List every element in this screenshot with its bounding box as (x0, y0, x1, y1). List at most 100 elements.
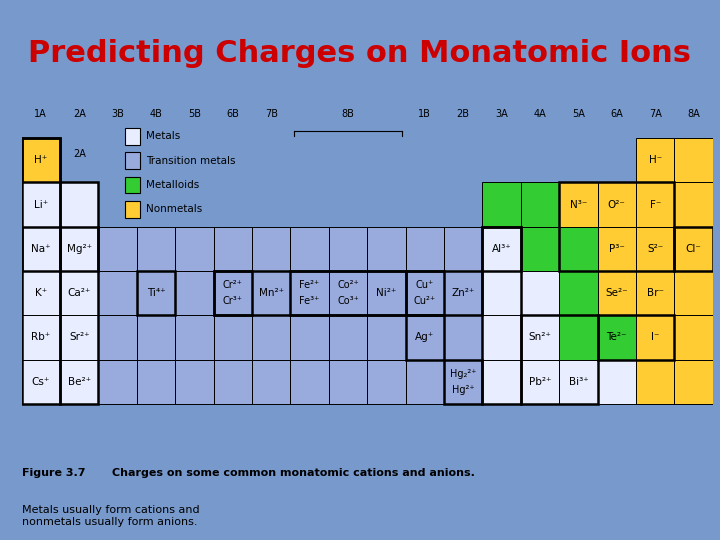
Bar (559, 227, 598, 271)
Text: P³⁻: P³⁻ (609, 244, 625, 254)
Bar (22, 227, 60, 271)
Bar (22, 315, 60, 360)
Text: Metals: Metals (145, 131, 180, 141)
Bar (598, 227, 636, 271)
Bar (559, 271, 598, 315)
Bar (60, 183, 99, 404)
Text: Rb⁺: Rb⁺ (31, 333, 50, 342)
Bar (22, 360, 60, 404)
Bar (675, 315, 713, 360)
Bar (137, 360, 175, 404)
Text: Sn²⁺: Sn²⁺ (528, 333, 552, 342)
Bar (214, 271, 252, 315)
Text: 8A: 8A (687, 109, 700, 119)
Bar (636, 138, 675, 183)
Bar (290, 227, 329, 271)
Bar (252, 315, 290, 360)
Bar (22, 138, 60, 404)
Text: Br⁻: Br⁻ (647, 288, 664, 298)
Bar (175, 360, 214, 404)
Text: 4B: 4B (150, 109, 163, 119)
Text: 1A: 1A (35, 109, 48, 119)
Bar (675, 271, 713, 315)
Bar (675, 360, 713, 404)
Bar (598, 315, 636, 360)
Bar (521, 360, 559, 404)
Bar (559, 315, 598, 360)
Text: Co²⁺: Co²⁺ (337, 280, 359, 290)
Bar (125, 177, 140, 193)
Bar (329, 227, 367, 271)
Bar (125, 128, 140, 145)
Text: Ti⁴⁺: Ti⁴⁺ (147, 288, 166, 298)
Bar (22, 183, 60, 227)
Bar (60, 227, 99, 271)
Bar (675, 183, 713, 227)
Bar (329, 271, 367, 315)
Bar (137, 227, 175, 271)
Text: 7A: 7A (649, 109, 662, 119)
Text: K⁺: K⁺ (35, 288, 47, 298)
Bar (125, 152, 140, 169)
Bar (137, 315, 175, 360)
Bar (559, 360, 598, 404)
Text: Cu⁺: Cu⁺ (415, 280, 434, 290)
Text: Cs⁺: Cs⁺ (32, 377, 50, 387)
Text: Mg²⁺: Mg²⁺ (67, 244, 91, 254)
Text: Be²⁺: Be²⁺ (68, 377, 91, 387)
Bar (444, 360, 482, 404)
Bar (214, 315, 252, 360)
Bar (60, 315, 99, 360)
Text: Fe²⁺: Fe²⁺ (300, 280, 320, 290)
Bar (405, 271, 482, 315)
Text: 2B: 2B (456, 109, 469, 119)
Text: Se²⁻: Se²⁻ (606, 288, 628, 298)
Bar (636, 315, 675, 360)
Text: 6A: 6A (611, 109, 624, 119)
Text: Metalloids: Metalloids (145, 180, 199, 190)
Bar (252, 360, 290, 404)
Text: Ni²⁺: Ni²⁺ (377, 288, 397, 298)
Text: S²⁻: S²⁻ (647, 244, 663, 254)
Bar (60, 360, 99, 404)
Text: 1B: 1B (418, 109, 431, 119)
Bar (521, 183, 559, 227)
Text: Cr³⁺: Cr³⁺ (222, 296, 243, 306)
Text: Predicting Charges on Monatomic Ions: Predicting Charges on Monatomic Ions (29, 39, 691, 68)
Text: 2A: 2A (73, 109, 86, 119)
Text: 6B: 6B (226, 109, 239, 119)
Text: Bi³⁺: Bi³⁺ (569, 377, 588, 387)
Text: Cl⁻: Cl⁻ (685, 244, 701, 254)
Text: Ca²⁺: Ca²⁺ (68, 288, 91, 298)
Text: 8B: 8B (341, 109, 354, 119)
Bar (290, 271, 405, 315)
Bar (252, 271, 290, 315)
Bar (175, 271, 214, 315)
Text: Pb²⁺: Pb²⁺ (528, 377, 552, 387)
Bar (329, 315, 367, 360)
Bar (482, 315, 521, 360)
Text: Al³⁺: Al³⁺ (492, 244, 511, 254)
Text: 5B: 5B (188, 109, 201, 119)
Text: 4A: 4A (534, 109, 546, 119)
Bar (598, 183, 636, 227)
Bar (482, 227, 521, 404)
Bar (367, 227, 405, 271)
Bar (636, 360, 675, 404)
Bar (482, 360, 521, 404)
Text: N³⁻: N³⁻ (570, 199, 587, 210)
Bar (252, 227, 290, 271)
Bar (521, 315, 559, 360)
Text: Cr²⁺: Cr²⁺ (223, 280, 243, 290)
Bar (214, 271, 444, 315)
Bar (99, 271, 137, 315)
Text: Metals usually form cations and
nonmetals usually form anions.: Metals usually form cations and nonmetal… (22, 505, 199, 526)
Text: 7B: 7B (265, 109, 278, 119)
Bar (367, 360, 405, 404)
Text: 5A: 5A (572, 109, 585, 119)
Bar (444, 360, 482, 404)
Bar (214, 227, 252, 271)
Text: 2A: 2A (73, 148, 86, 159)
Bar (60, 183, 99, 227)
Bar (137, 271, 175, 315)
